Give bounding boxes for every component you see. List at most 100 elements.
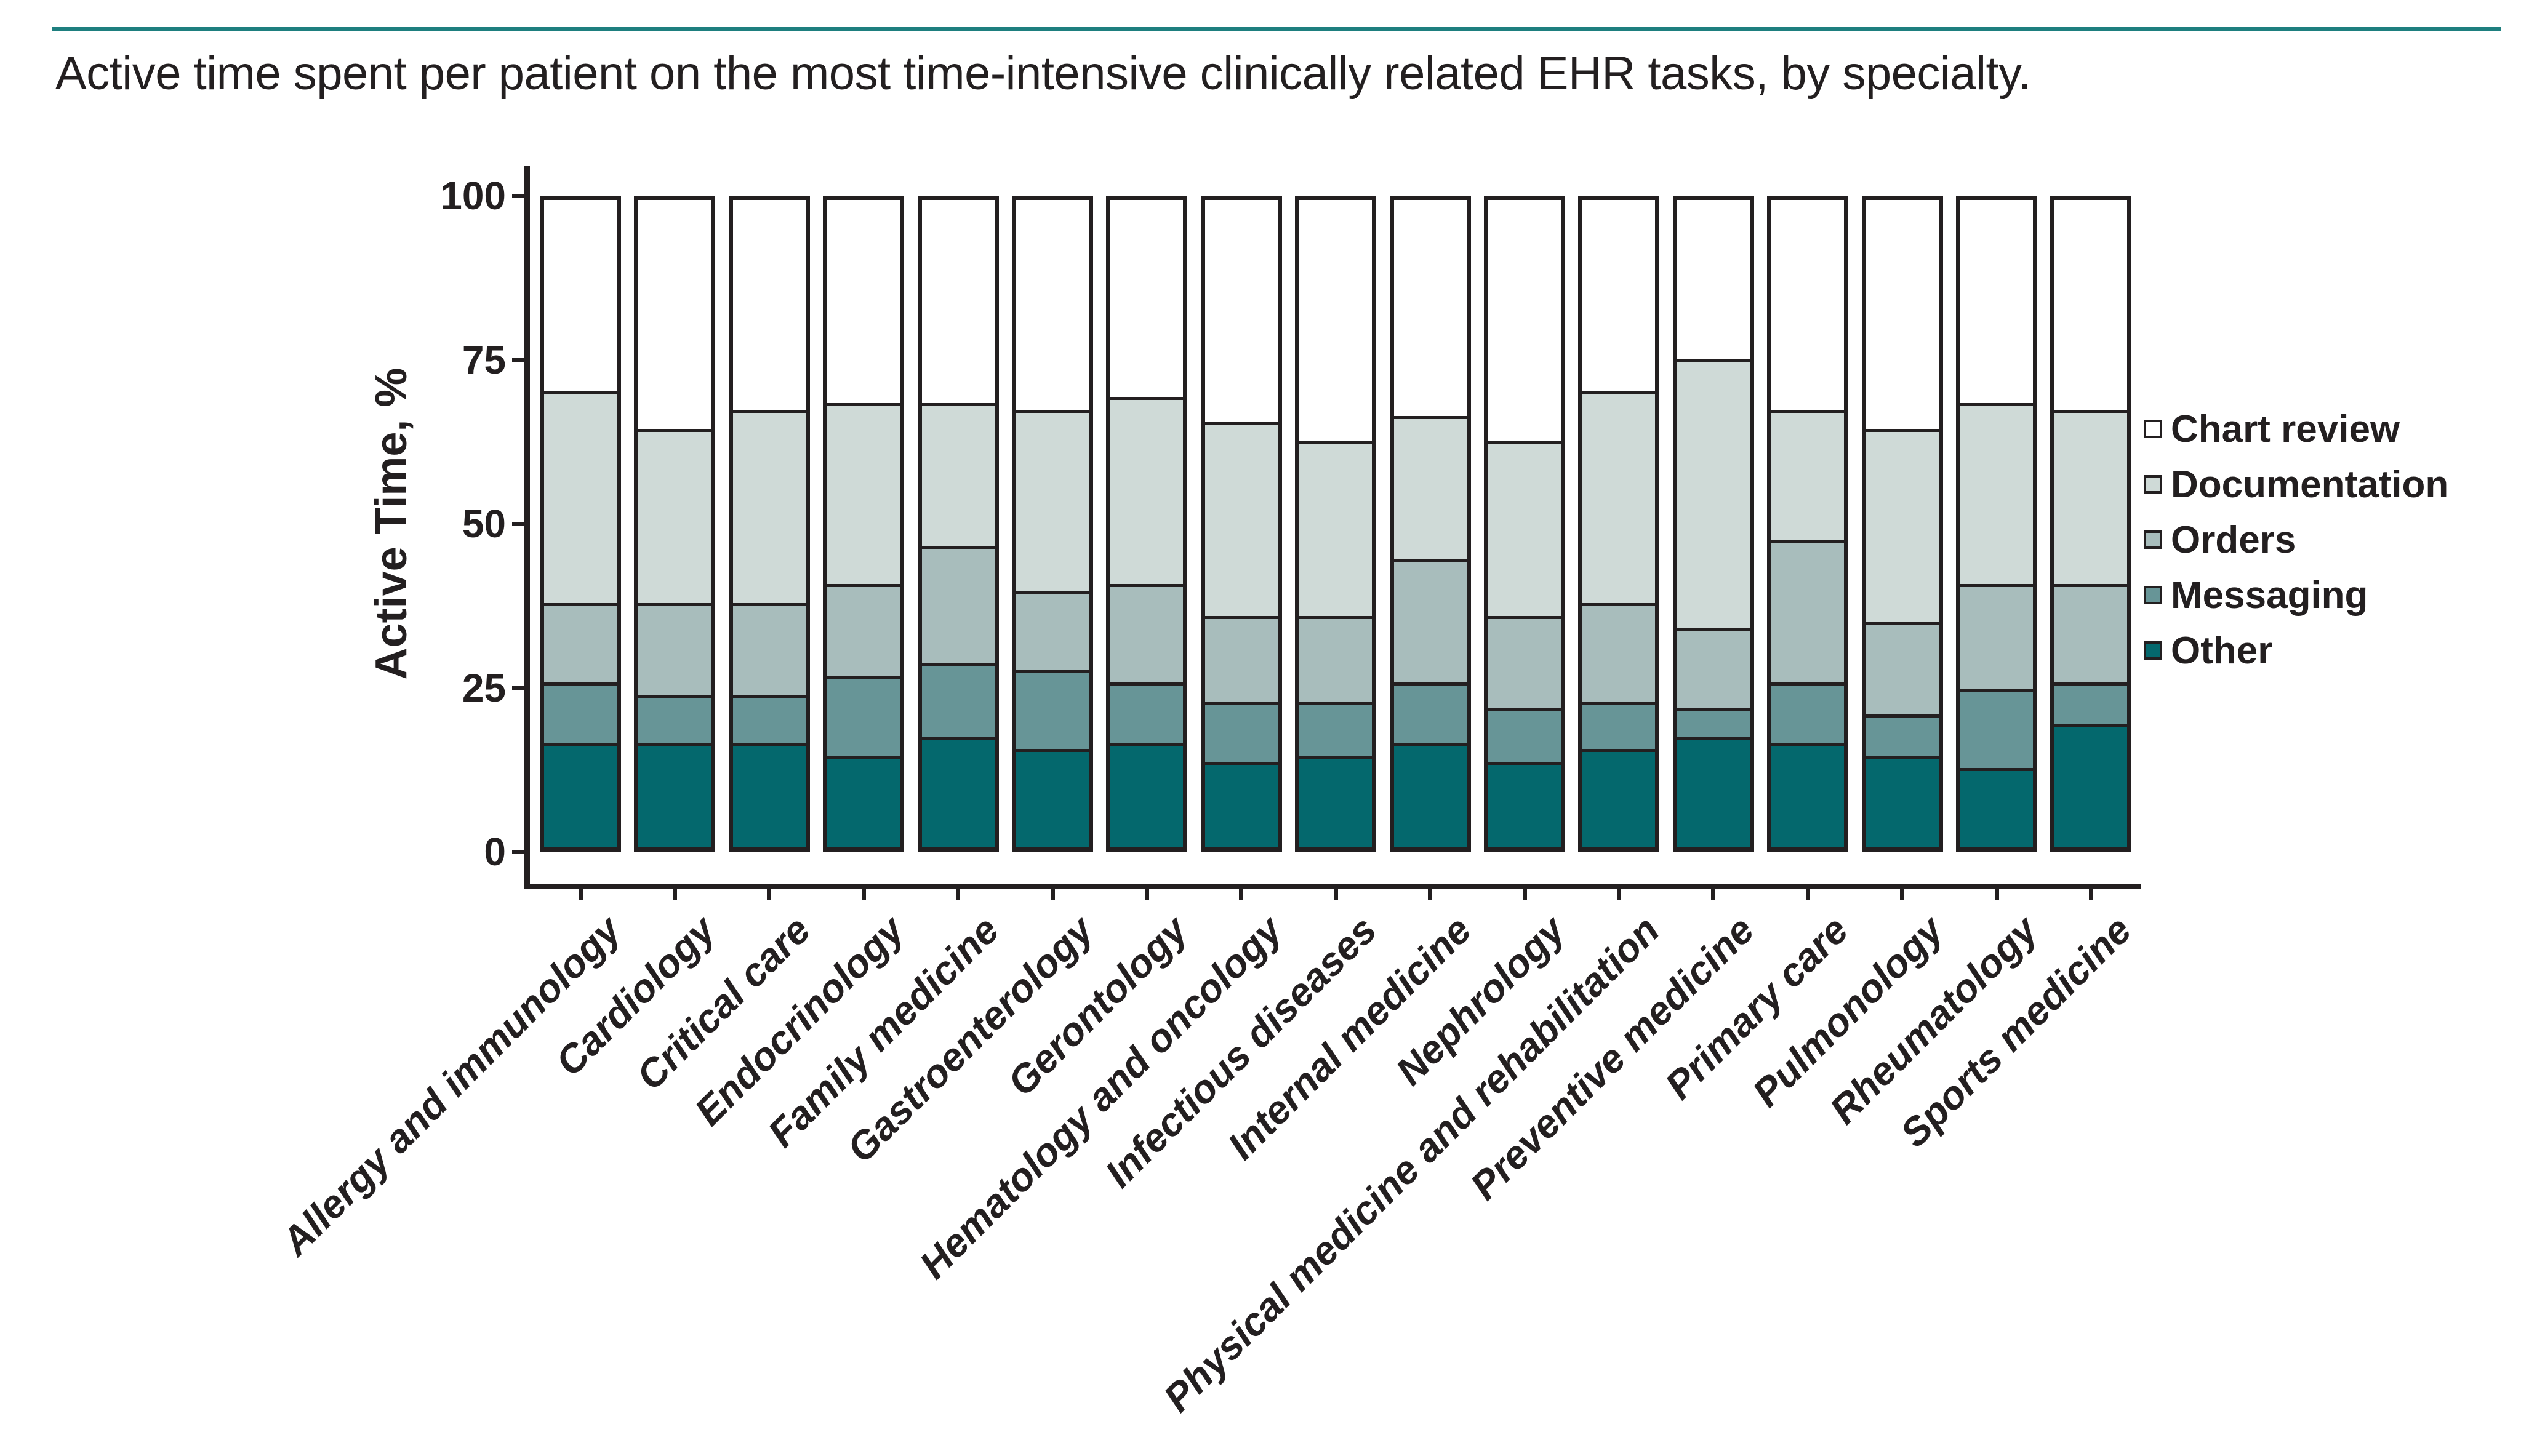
segment-documentation: [1299, 441, 1372, 616]
segment-documentation: [1960, 403, 2033, 585]
legend-swatch-orders: [2144, 530, 2162, 549]
x-tick-cardiology: [673, 889, 677, 900]
x-tick-preventive-medicine: [1711, 889, 1715, 900]
segment-documentation: [1205, 422, 1278, 616]
legend-label-documentation: Documentation: [2171, 463, 2449, 506]
segment-messaging: [1299, 701, 1372, 756]
segment-chart-review: [1394, 200, 1467, 416]
segment-orders: [922, 546, 995, 664]
x-tick-nephrology: [1523, 889, 1527, 900]
bar-infectious-diseases: [1295, 196, 1376, 852]
segment-other: [2054, 723, 2127, 847]
segment-chart-review: [922, 200, 995, 404]
legend-label-other: Other: [2171, 629, 2273, 672]
bar-primary-care: [1767, 196, 1848, 852]
legend-item-documentation: Documentation: [2144, 463, 2449, 506]
segment-chart-review: [1582, 200, 1655, 391]
bar-gastroenterology: [1012, 196, 1093, 852]
segment-messaging: [544, 682, 617, 743]
segment-other: [1866, 755, 1939, 847]
segment-chart-review: [1488, 200, 1561, 442]
bar-pulmonology: [1862, 196, 1943, 852]
segment-orders: [1299, 615, 1372, 702]
y-tick-100: [512, 194, 525, 198]
x-tick-family-medicine: [956, 889, 960, 900]
segment-documentation: [1110, 396, 1183, 585]
legend-label-messaging: Messaging: [2171, 574, 2368, 617]
bar-nephrology: [1484, 196, 1565, 852]
segment-chart-review: [1960, 200, 2033, 404]
segment-orders: [733, 603, 806, 695]
segment-messaging: [638, 695, 711, 743]
y-tick-label-100: 100: [440, 174, 506, 218]
segment-other: [922, 736, 995, 847]
segment-documentation: [1866, 428, 1939, 623]
segment-chart-review: [1299, 200, 1372, 442]
segment-other: [1960, 768, 2033, 847]
x-axis-spine: [524, 884, 2141, 889]
legend-swatch-messaging: [2144, 586, 2162, 604]
segment-orders: [544, 603, 617, 682]
legend: Chart review Documentation Orders Messaging…: [2144, 408, 2449, 686]
segment-documentation: [1016, 409, 1089, 591]
legend-item-chart-review: Chart review: [2144, 408, 2448, 450]
bar-internal-medicine: [1390, 196, 1471, 852]
x-tick-physical-medicine-and-rehabilitation: [1617, 889, 1621, 900]
segment-chart-review: [2054, 200, 2127, 410]
x-tick-rheumatology: [1995, 889, 1999, 900]
segment-documentation: [1582, 390, 1655, 604]
segment-messaging: [827, 676, 900, 756]
legend-item-orders: Orders: [2144, 519, 2448, 561]
segment-documentation: [1677, 359, 1750, 629]
legend-swatch-other: [2144, 641, 2162, 660]
segment-documentation: [2054, 409, 2127, 585]
segment-messaging: [1677, 708, 1750, 737]
segment-messaging: [1488, 708, 1561, 762]
bar-sports-medicine: [2050, 196, 2131, 852]
x-tick-infectious-diseases: [1334, 889, 1338, 900]
bar-rheumatology: [1956, 196, 2037, 852]
segment-messaging: [2054, 682, 2127, 724]
x-tick-sports-medicine: [2089, 889, 2093, 900]
figure-title: Active time spent per patient on the mos…: [55, 47, 2031, 100]
legend-item-messaging: Messaging: [2144, 574, 2448, 617]
segment-messaging: [1582, 701, 1655, 750]
x-label-allergy-and-immunology: Allergy and immunology: [273, 907, 630, 1264]
y-tick-label-75: 75: [462, 337, 506, 382]
segment-other: [544, 742, 617, 847]
x-tick-gastroenterology: [1051, 889, 1055, 900]
y-tick-50: [512, 522, 525, 526]
y-axis-spine: [524, 166, 530, 889]
segment-orders: [1110, 584, 1183, 682]
bar-allergy-and-immunology: [540, 196, 621, 852]
legend-item-other: Other: [2144, 629, 2448, 672]
segment-messaging: [1110, 682, 1183, 743]
x-tick-gerontology: [1145, 889, 1149, 900]
segment-messaging: [922, 663, 995, 737]
segment-messaging: [1394, 682, 1467, 743]
segment-chart-review: [1771, 200, 1844, 410]
segment-chart-review: [638, 200, 711, 429]
segment-other: [1488, 761, 1561, 847]
segment-other: [1771, 742, 1844, 848]
y-tick-label-50: 50: [462, 502, 506, 546]
segment-orders: [1866, 622, 1939, 714]
segment-chart-review: [1110, 200, 1183, 397]
segment-orders: [1488, 615, 1561, 708]
y-tick-25: [512, 686, 525, 690]
segment-other: [1582, 749, 1655, 847]
segment-documentation: [1488, 441, 1561, 616]
segment-chart-review: [733, 200, 806, 410]
y-tick-label-25: 25: [462, 665, 506, 710]
segment-messaging: [1205, 701, 1278, 762]
segment-orders: [1677, 628, 1750, 708]
x-tick-pulmonology: [1900, 889, 1904, 900]
bar-cardiology: [634, 196, 715, 852]
segment-documentation: [1394, 415, 1467, 559]
segment-other: [638, 742, 711, 847]
segment-chart-review: [544, 200, 617, 391]
segment-documentation: [922, 403, 995, 546]
segment-other: [827, 755, 900, 847]
segment-orders: [1771, 539, 1844, 683]
